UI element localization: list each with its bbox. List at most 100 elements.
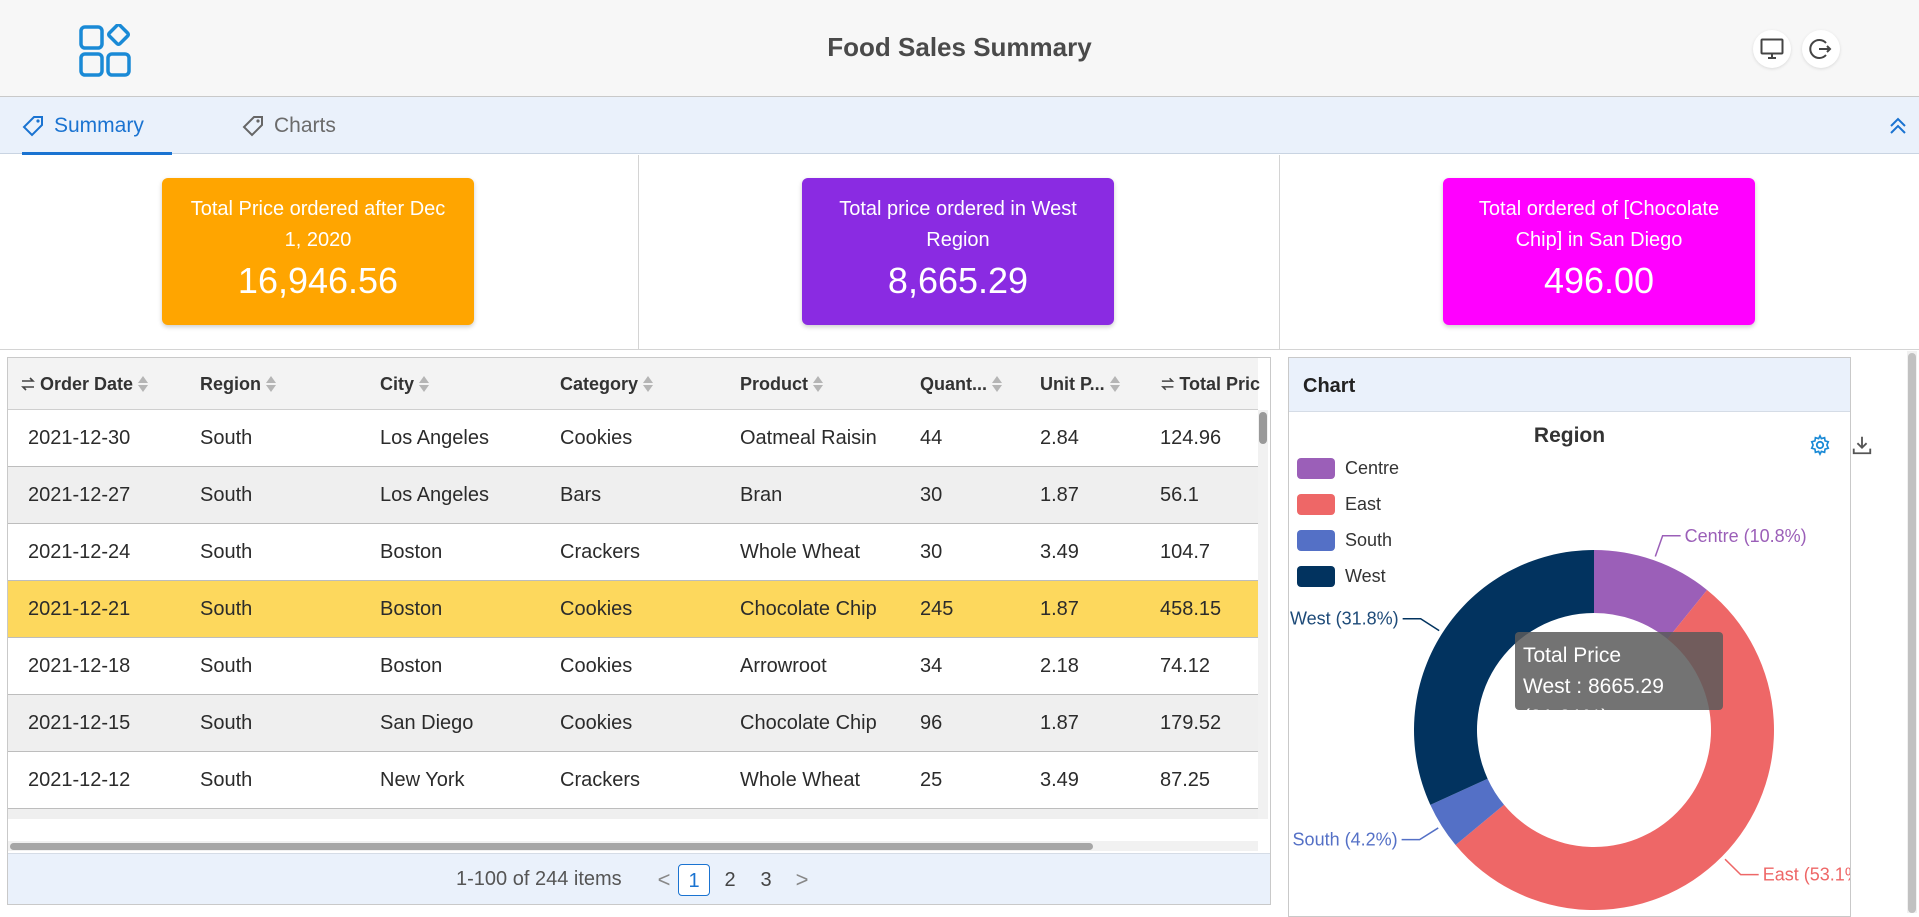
scrollbar-thumb[interactable]: [1908, 353, 1916, 913]
scrollbar-thumb[interactable]: [1259, 412, 1267, 444]
donut-slice-east[interactable]: [1455, 589, 1774, 910]
tooltip-title: Total Price: [1523, 644, 1622, 667]
prev-page-button[interactable]: <: [657, 867, 671, 892]
cell-region: South: [200, 427, 253, 449]
legend-swatch: [1297, 530, 1335, 551]
table-row[interactable]: 2021-12-12 South New York Crackers Whole Whe…: [8, 752, 1258, 809]
cell-city: New York: [380, 809, 550, 819]
column-header-city[interactable]: City: [380, 358, 550, 410]
table-row[interactable]: 2021-12-18 South Boston Cookies Arrowroot 34 2…: [8, 638, 1258, 695]
logout-button[interactable]: [1802, 30, 1840, 68]
cell-quantity: 25: [920, 769, 943, 791]
column-header-product[interactable]: Product: [740, 358, 910, 410]
scrollbar-thumb[interactable]: [10, 843, 1093, 850]
cell-city: New York: [380, 769, 465, 791]
divider: [1279, 155, 1280, 350]
column-header-total-price[interactable]: Total Pric: [1160, 358, 1260, 410]
sort-icon[interactable]: [1109, 374, 1121, 394]
column-header-label: Region: [200, 373, 261, 394]
tab-charts-label: Charts: [274, 113, 336, 137]
legend-item-south[interactable]: South: [1297, 530, 1392, 551]
slice-label-west: West (31.8%): [1290, 609, 1399, 629]
column-header-label: Order Date: [40, 373, 134, 394]
sort-icon[interactable]: [642, 374, 654, 394]
column-header-unit-price[interactable]: Unit P...: [1040, 358, 1155, 410]
vertical-scrollbar[interactable]: [1258, 410, 1268, 819]
cell-total-price: 74.12: [1160, 655, 1211, 677]
column-header-region[interactable]: Region: [200, 358, 370, 410]
legend-item-west[interactable]: West: [1297, 566, 1386, 587]
monitor-button[interactable]: [1753, 30, 1791, 68]
table-row[interactable]: 2021-12-30 South Los Angeles Cookies Oatmeal…: [8, 410, 1258, 467]
donut-slice-west[interactable]: [1414, 550, 1594, 805]
cell-product: Oatmeal Raisin: [740, 427, 877, 449]
table-row[interactable]: 2021-12-15 South San Diego Cookies Chocolate…: [8, 695, 1258, 752]
page-button-2[interactable]: 2: [724, 869, 736, 891]
slice-label-centre: Centre (10.8%): [1685, 526, 1807, 546]
cell-unit-price: 1.87: [1040, 598, 1079, 620]
kpi-row: Total Price ordered after Dec 1, 2020 16…: [0, 155, 1919, 350]
cell-quantity: 245: [920, 598, 954, 620]
cell-category: Bars: [560, 809, 730, 819]
cell-quantity: 30: [920, 541, 943, 563]
table-row[interactable]: 2021-12-09South New York Bars Carrot 38 1.77 6…: [8, 809, 1258, 819]
monitor-icon: [1760, 38, 1784, 59]
table-row[interactable]: 2021-12-21 South Boston Cookies Chocolate Ch…: [8, 581, 1258, 638]
sort-icon[interactable]: [991, 374, 1003, 394]
sort-icon[interactable]: [137, 374, 149, 394]
column-header-label: Quant...: [920, 373, 987, 394]
cell-category: Crackers: [560, 769, 641, 791]
column-header-quantity[interactable]: Quant...: [920, 358, 1035, 410]
cell-quantity: 38: [920, 809, 1035, 819]
cell-order-date: 2021-12-09: [28, 809, 198, 819]
page-scrollbar[interactable]: [1907, 351, 1917, 913]
cell-region: South: [200, 598, 253, 620]
swap-icon: [1161, 377, 1175, 391]
sort-icon[interactable]: [265, 374, 277, 394]
column-header-label: Category: [560, 373, 639, 394]
cell-quantity: 30: [920, 484, 943, 506]
kpi-card-chocolate-chip: Total ordered of [Chocolate Chip] in San…: [1443, 178, 1755, 325]
donut-slice-centre[interactable]: [1594, 550, 1708, 639]
cell-total-price: 67.26: [1160, 809, 1258, 819]
cell-category: Bars: [560, 484, 602, 506]
column-header-order-date[interactable]: Order Date: [20, 358, 190, 410]
sort-icon[interactable]: [812, 374, 824, 394]
legend-item-centre[interactable]: Centre: [1297, 458, 1399, 479]
table-row[interactable]: 2021-12-27 South Los Angeles Bars Bran 30 1.87…: [8, 467, 1258, 524]
next-page-button[interactable]: >: [795, 867, 809, 892]
horizontal-scrollbar[interactable]: [8, 841, 1258, 851]
cell-order-date: 2021-12-15: [28, 712, 131, 734]
donut-slice-south[interactable]: [1430, 778, 1505, 846]
cell-unit-price: 2.84: [1040, 427, 1079, 449]
cell-unit-price: 1.87: [1040, 712, 1079, 734]
sort-icon[interactable]: [418, 374, 430, 394]
cell-region: South: [200, 655, 253, 677]
swap-icon: [21, 377, 35, 391]
kpi-label: Total ordered of [Chocolate Chip] in San…: [1478, 198, 1720, 251]
cell-order-date: 2021-12-27: [28, 484, 131, 506]
cell-region: South: [200, 809, 370, 819]
kpi-card-west-region: Total price ordered in West Region 8,665…: [802, 178, 1114, 325]
legend-item-east[interactable]: East: [1297, 494, 1381, 515]
cell-quantity: 34: [920, 655, 943, 677]
apps-logo-icon[interactable]: [78, 24, 132, 78]
page-button-3[interactable]: 3: [760, 869, 772, 891]
tag-icon: [22, 115, 43, 136]
data-grid: Order Date Region City Category Product …: [7, 357, 1271, 905]
leader-line: [1402, 617, 1440, 632]
legend-label: South: [1345, 530, 1393, 550]
download-icon[interactable]: [1851, 434, 1873, 456]
legend-label: West: [1345, 566, 1386, 586]
column-header-category[interactable]: Category: [560, 358, 730, 410]
settings-gear-icon[interactable]: [1809, 434, 1831, 456]
table-row[interactable]: 2021-12-24 South Boston Crackers Whole Wheat…: [8, 524, 1258, 581]
tab-summary[interactable]: Summary: [22, 97, 172, 155]
page-button-1[interactable]: 1: [678, 864, 710, 896]
tab-charts[interactable]: Charts: [242, 97, 362, 154]
leader-line: [1654, 535, 1681, 557]
cell-total-price: 56.1: [1160, 484, 1199, 506]
collapse-up-icon[interactable]: [1887, 115, 1909, 137]
divider: [638, 155, 639, 350]
cell-category: Cookies: [560, 427, 633, 449]
